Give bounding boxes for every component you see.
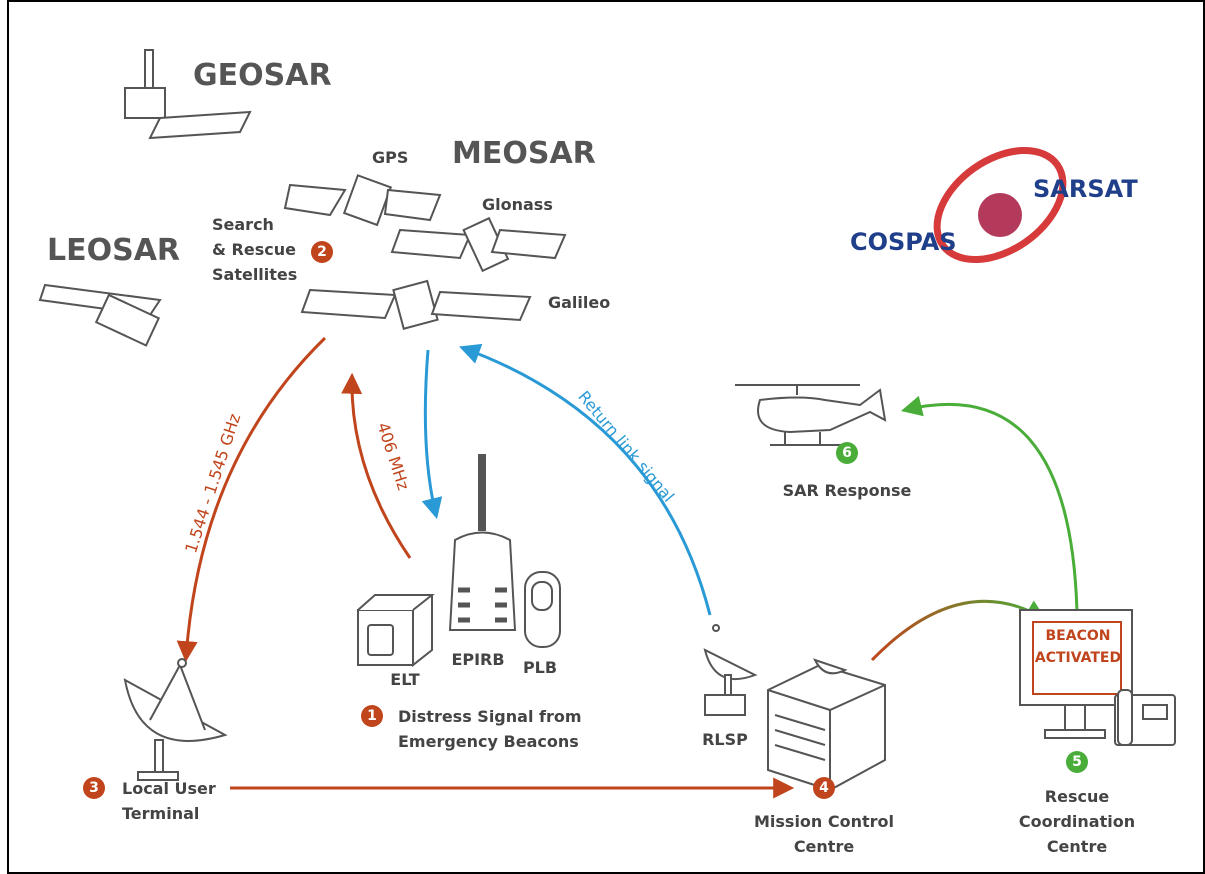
step-number: 2 xyxy=(317,244,327,260)
step-number: 3 xyxy=(89,780,99,796)
galileo-satellite xyxy=(302,281,530,329)
lut-dish-icon-part xyxy=(155,740,163,775)
uplink-label: 406 MHz xyxy=(373,420,413,492)
step-label: & Rescue xyxy=(212,240,296,259)
step-number: 6 xyxy=(842,445,852,461)
glonass-label: Glonass xyxy=(482,195,553,214)
screen-text: BEACON xyxy=(1046,628,1111,644)
elt-icon xyxy=(358,595,432,665)
page: Cospas-Sarsat system {"satellites": {"ge… xyxy=(0,0,1205,874)
epirb-icon xyxy=(450,455,515,630)
rcc-monitor-icon-part xyxy=(1065,705,1085,730)
return-link-label: Return link signal xyxy=(574,387,678,506)
step-label: Mission Control xyxy=(754,812,894,831)
step-label: SAR Response xyxy=(783,481,912,500)
rlsp-dish-icon-part xyxy=(725,675,731,695)
step-label: Rescue xyxy=(1045,787,1110,806)
rcc-sar-arrow xyxy=(905,404,1077,612)
gps-satellite-part xyxy=(385,190,440,220)
glonass-satellite-part xyxy=(492,230,565,258)
lut-dish-icon-part xyxy=(178,659,186,667)
step-label: Distress Signal from xyxy=(398,707,582,726)
plb-icon-part xyxy=(532,582,552,610)
gps-satellite-part xyxy=(344,175,391,225)
helicopter-icon-part xyxy=(735,385,860,395)
rlsp-dish-icon xyxy=(705,625,755,715)
geosar-label: GEOSAR xyxy=(193,58,332,93)
plb-icon xyxy=(525,572,560,647)
cospas-sarsat-logo: COSPAS SARSAT xyxy=(850,128,1138,282)
epirb-icon-part xyxy=(450,533,515,631)
step-label: Satellites xyxy=(212,265,297,284)
beacon-label: EPIRB xyxy=(451,650,504,669)
mcc-building-icon-part xyxy=(768,665,885,790)
step-label: Search xyxy=(212,215,274,234)
screen-text: ACTIVATED xyxy=(1035,650,1121,666)
galileo-satellite-part xyxy=(302,290,395,318)
mcc-building-icon xyxy=(768,660,885,790)
step-label: Terminal xyxy=(122,804,199,823)
beacon-label: ELT xyxy=(390,670,419,689)
gps-satellite xyxy=(285,175,440,225)
rcc-monitor-icon-part xyxy=(1118,690,1132,745)
mcc-rcc-arrow xyxy=(872,601,1043,660)
glonass-satellite xyxy=(392,218,565,271)
galileo-satellite-part xyxy=(393,281,437,329)
galileo-satellite-part xyxy=(432,292,530,320)
beacon-label: PLB xyxy=(523,658,557,677)
helicopter-icon xyxy=(735,385,885,445)
step-label: Emergency Beacons xyxy=(398,732,579,751)
step-label: Coordination xyxy=(1019,812,1135,831)
galileo-label: Galileo xyxy=(548,293,610,312)
logo-globe xyxy=(978,193,1022,237)
epirb-icon-part xyxy=(479,455,485,530)
logo-left: COSPAS xyxy=(850,228,957,256)
step-number: 4 xyxy=(819,780,829,796)
step-number: 1 xyxy=(367,708,377,724)
logo-right: SARSAT xyxy=(1033,175,1138,203)
relay-arrow xyxy=(425,350,436,515)
body: GEOSAR MEOSAR LEOSAR GPS Glonass Galileo… xyxy=(0,0,1205,874)
lut-dish-icon xyxy=(125,659,225,780)
rlsp-dish-icon-part xyxy=(705,695,745,715)
elt-icon-part xyxy=(368,625,393,655)
diagram: GEOSAR MEOSAR LEOSAR GPS Glonass Galileo… xyxy=(0,0,1205,874)
geosar-satellite-part xyxy=(125,88,165,118)
rcc-monitor-icon-part xyxy=(1143,705,1167,719)
rlsp-dish-icon-part xyxy=(713,625,719,631)
helicopter-icon-part xyxy=(758,390,885,432)
step-label: Centre xyxy=(1047,837,1108,856)
step-label: Centre xyxy=(794,837,855,856)
meosar-label: MEOSAR xyxy=(452,136,596,171)
rlsp-label: RLSP xyxy=(702,730,748,749)
downlink-label: 1.544 - 1.545 GHz xyxy=(181,411,244,555)
step-label: Local User xyxy=(122,779,216,798)
gps-label: GPS xyxy=(372,148,408,167)
helicopter-icon-part xyxy=(770,432,845,445)
step-number: 5 xyxy=(1072,754,1082,770)
glonass-satellite-part xyxy=(392,230,470,258)
leosar-satellite xyxy=(40,285,160,345)
leosar-label: LEOSAR xyxy=(47,233,180,268)
rcc-monitor-icon-part xyxy=(1045,730,1105,738)
geosar-satellite-part xyxy=(145,50,153,90)
gps-satellite-part xyxy=(285,185,345,215)
